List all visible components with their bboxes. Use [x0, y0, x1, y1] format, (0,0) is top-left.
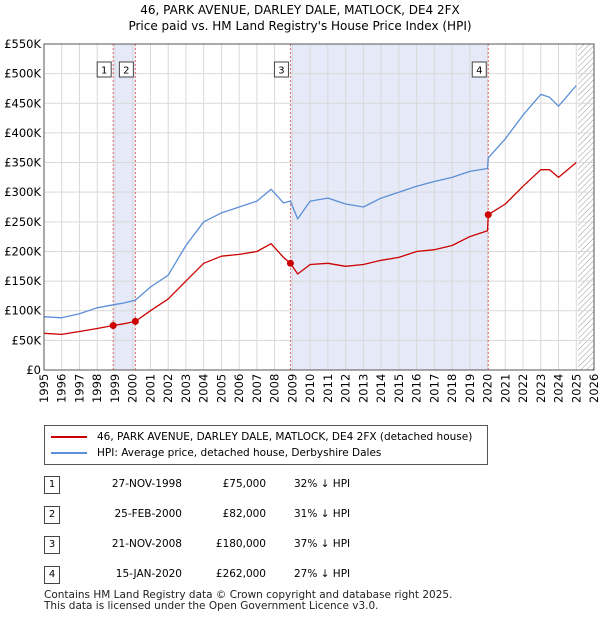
y-tick-label: £300K — [4, 185, 41, 199]
sale-badge: 2 — [44, 506, 60, 524]
x-tick-label: 1997 — [72, 374, 86, 403]
sale-badge-box — [96, 61, 112, 78]
sale-badge-box — [471, 61, 487, 78]
y-tick-label: £350K — [4, 156, 41, 170]
x-tick-label: 2016 — [410, 374, 424, 403]
x-tick-label: 2012 — [339, 374, 353, 403]
sale-hpi-diff: 31% ↓ HPI — [294, 508, 351, 520]
sale-badge: 1 — [44, 476, 60, 494]
x-tick-label: 2003 — [179, 374, 193, 403]
x-tick-label: 2005 — [214, 374, 228, 403]
legend-label-property: 46, PARK AVENUE, DARLEY DALE, MATLOCK, D… — [97, 431, 473, 443]
sale-badge-label: 3 — [278, 66, 284, 77]
sale-hpi-diff: 37% ↓ HPI — [294, 538, 351, 550]
sale-marker — [484, 211, 492, 219]
forecast-hatch — [578, 44, 594, 370]
sale-hpi-diff: 32% ↓ HPI — [294, 478, 351, 490]
x-tick-label: 2026 — [587, 374, 600, 403]
sale-row: 1 27-NOV-1998 £75,000 32% ↓ HPI — [44, 476, 424, 494]
x-tick-label: 2004 — [197, 374, 211, 403]
x-tick-label: 2001 — [143, 374, 157, 403]
x-tick-label: 2013 — [356, 374, 370, 403]
y-tick-label: £500K — [4, 67, 41, 81]
price-chart: 1 2 3 4 £0 £50K £100K £150K £200K £250K £300K £350… — [4, 37, 600, 403]
sale-row: 3 21-NOV-2008 £180,000 37% ↓ HPI — [44, 536, 424, 554]
x-tick-label: 1995 — [37, 374, 51, 403]
x-tick-label: 2007 — [250, 374, 264, 403]
chart-title: 46, PARK AVENUE, DARLEY DALE, MATLOCK, D… — [0, 2, 600, 34]
series-line-hpi — [43, 85, 577, 319]
y-tick-label: £50K — [12, 333, 42, 347]
sale-row: 4 15-JAN-2020 £262,000 27% ↓ HPI — [44, 566, 424, 584]
x-tick-label: 1996 — [55, 374, 69, 403]
x-tick-label: 1999 — [108, 374, 122, 403]
chart-title-line-1: 46, PARK AVENUE, DARLEY DALE, MATLOCK, D… — [140, 3, 460, 17]
x-tick-label: 1998 — [90, 374, 104, 403]
legend-item-hpi: HPI: Average price, detached house, Derb… — [51, 446, 381, 460]
sale-date: 27-NOV-1998 — [111, 478, 182, 490]
x-tick-label: 2006 — [232, 374, 246, 403]
y-tick-label: £450K — [4, 96, 41, 110]
x-tick-label: 2014 — [374, 374, 388, 403]
shaded-region — [290, 44, 489, 370]
x-tick-label: 2000 — [126, 374, 140, 403]
y-tick-label: £400K — [4, 126, 41, 140]
x-tick-label: 2025 — [569, 374, 583, 403]
y-tick-label: £150K — [4, 274, 41, 288]
sale-row: 2 25-FEB-2000 £82,000 31% ↓ HPI — [44, 506, 424, 524]
x-tick-label: 2011 — [321, 374, 335, 403]
footer-licence: This data is licensed under the Open Gov… — [44, 600, 379, 612]
sale-hpi-diff: 27% ↓ HPI — [294, 568, 351, 580]
y-tick-label: £550K — [4, 37, 41, 51]
sale-badge-label: 1 — [101, 66, 107, 77]
footer: Contains HM Land Registry data © Crown c… — [44, 590, 452, 612]
sale-badge: 4 — [44, 566, 60, 584]
legend-swatch-hpi — [51, 452, 87, 454]
y-tick-label: £250K — [4, 215, 41, 229]
x-tick-label: 2023 — [534, 374, 548, 403]
sale-price: £262,000 — [215, 568, 266, 580]
sale-date: 25-FEB-2000 — [114, 508, 182, 520]
y-tick-label: £100K — [4, 304, 41, 318]
sale-badge-box — [273, 61, 289, 78]
x-tick-label: 2010 — [303, 374, 317, 403]
sale-badge-label: 2 — [123, 66, 129, 77]
sale-date: 21-NOV-2008 — [111, 538, 182, 550]
sale-badge-box — [118, 61, 134, 78]
sale-price: £75,000 — [222, 478, 266, 490]
legend-swatch-property — [51, 436, 87, 438]
sale-marker — [131, 317, 139, 325]
plot-frame — [43, 43, 595, 371]
x-tick-label: 2020 — [481, 374, 495, 403]
x-tick-label: 2009 — [285, 374, 299, 403]
legend-label-hpi: HPI: Average price, detached house, Derb… — [97, 447, 382, 459]
sale-marker — [109, 322, 117, 330]
sale-badge: 3 — [44, 536, 60, 554]
sale-date: 15-JAN-2020 — [115, 568, 182, 580]
x-tick-label: 2021 — [498, 374, 512, 403]
sale-marker — [286, 259, 294, 267]
x-tick-label: 2019 — [463, 374, 477, 403]
x-tick-label: 2015 — [392, 374, 406, 403]
legend-item-property: 46, PARK AVENUE, DARLEY DALE, MATLOCK, D… — [51, 430, 472, 444]
x-tick-label: 2024 — [552, 374, 566, 403]
x-tick-label: 2008 — [268, 374, 282, 403]
sale-price: £180,000 — [215, 538, 266, 550]
x-tick-label: 2017 — [427, 374, 441, 403]
y-tick-label: £200K — [4, 244, 41, 258]
x-tick-label: 2018 — [445, 374, 459, 403]
sale-price: £82,000 — [222, 508, 266, 520]
x-tick-label: 2022 — [516, 374, 530, 403]
x-tick-label: 2002 — [161, 374, 175, 403]
footer-copyright: Contains HM Land Registry data © Crown c… — [44, 589, 453, 601]
chart-title-line-2: Price paid vs. HM Land Registry's House … — [128, 19, 472, 33]
y-tick-label: £0 — [26, 363, 41, 377]
sale-badge-label: 4 — [476, 66, 482, 77]
legend: 46, PARK AVENUE, DARLEY DALE, MATLOCK, D… — [44, 425, 488, 465]
shaded-region — [113, 44, 136, 370]
